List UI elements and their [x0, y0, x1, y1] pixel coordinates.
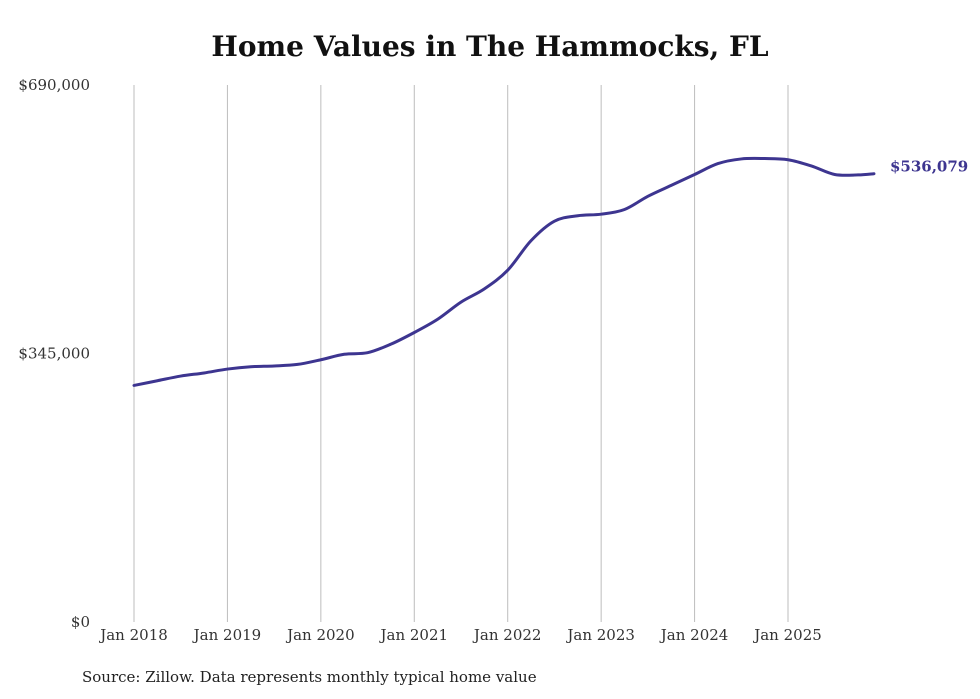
x-tick-label: Jan 2021 [379, 626, 449, 644]
x-tick-label: Jan 2020 [285, 626, 355, 644]
y-tick-label: $0 [71, 613, 90, 631]
y-tick-label: $345,000 [18, 345, 90, 363]
y-tick-label: $690,000 [18, 76, 90, 94]
x-tick-label: Jan 2022 [472, 626, 542, 644]
x-tick-label: Jan 2025 [752, 626, 822, 644]
chart-title: Home Values in The Hammocks, FL [211, 30, 769, 63]
end-value-label: $536,079 [890, 158, 968, 176]
series-layer: $536,079 [132, 156, 968, 387]
source-note: Source: Zillow. Data represents monthly … [82, 668, 537, 686]
x-tick-label: Jan 2024 [659, 626, 729, 644]
x-axis-ticks: Jan 2018 Jan 2019 Jan 2020 Jan 2021 Jan 2022… [98, 626, 822, 644]
x-tick-label: Jan 2019 [192, 626, 262, 644]
gridlines [133, 85, 789, 622]
x-tick-label: Jan 2023 [565, 626, 635, 644]
x-tick-label: Jan 2018 [98, 626, 168, 644]
series-line-0 [132, 156, 876, 387]
y-axis-ticks: $0 $345,000 $690,000 [18, 76, 90, 631]
